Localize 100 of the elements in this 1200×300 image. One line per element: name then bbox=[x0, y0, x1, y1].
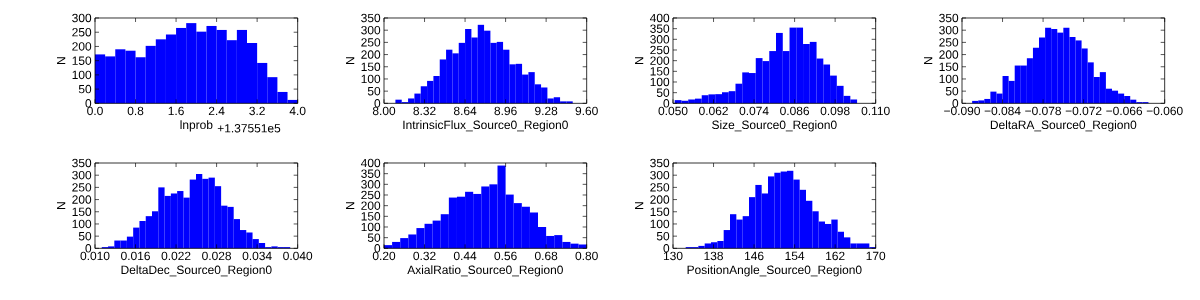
y-tick-label: 350 bbox=[939, 13, 959, 23]
y-tick-label: 0 bbox=[952, 99, 959, 108]
y-tick-label: 300 bbox=[939, 25, 959, 35]
x-tick-label: 0.022 bbox=[161, 251, 191, 261]
x-tick-label: 0.016 bbox=[121, 251, 150, 261]
x-tick-label: 4.0 bbox=[289, 106, 306, 116]
y-tick-label: 200 bbox=[650, 56, 670, 65]
y-tick-label: 50 bbox=[945, 86, 959, 96]
y-tick-label: 300 bbox=[72, 170, 92, 180]
x-tick-label: 3.2 bbox=[249, 106, 265, 116]
y-tick-label: 150 bbox=[72, 207, 92, 216]
x-tick-label: 0.110 bbox=[861, 106, 890, 116]
y-tick-label: 200 bbox=[72, 42, 92, 51]
y-tick-label: 50 bbox=[656, 231, 670, 241]
x-axis-title: DeltaRA_Source0_Region0 bbox=[990, 120, 1137, 132]
x-tick-label: −0.066 bbox=[1106, 106, 1143, 116]
y-tick-label: 50 bbox=[367, 233, 381, 242]
y-tick-label: 150 bbox=[361, 212, 381, 221]
y-tick-label: 50 bbox=[367, 86, 381, 96]
y-tick-label: 350 bbox=[650, 158, 670, 168]
x-tick-label: 9.28 bbox=[535, 106, 558, 116]
x-tick-label: 0.010 bbox=[80, 251, 110, 261]
x-tick-label: 8.64 bbox=[453, 106, 477, 116]
x-tick-label: 146 bbox=[745, 251, 764, 261]
x-tick-label: 8.32 bbox=[413, 106, 436, 116]
x-tick-label: 0.062 bbox=[699, 106, 728, 116]
y-axis-title: N bbox=[346, 57, 355, 64]
x-axis-title: AxialRatio_Source0_Region0 bbox=[407, 265, 563, 277]
x-tick-label: 0.20 bbox=[372, 251, 396, 261]
y-tick-label: 0 bbox=[85, 244, 92, 253]
y-tick-label: 150 bbox=[72, 56, 92, 65]
y-axis-title: N bbox=[57, 57, 66, 64]
y-tick-label: 300 bbox=[650, 170, 670, 180]
x-axis-title: IntrinsicFlux_Source0_Region0 bbox=[403, 120, 568, 132]
y-tick-label: 0 bbox=[374, 99, 381, 108]
y-tick-label: 0 bbox=[85, 99, 92, 108]
y-tick-label: 350 bbox=[72, 158, 92, 168]
y-tick-label: 200 bbox=[650, 195, 670, 204]
y-tick-label: 300 bbox=[361, 25, 381, 35]
y-tick-label: 200 bbox=[939, 50, 959, 59]
y-tick-label: 50 bbox=[78, 84, 92, 94]
y-tick-label: 300 bbox=[72, 13, 92, 23]
x-tick-label: 9.60 bbox=[575, 106, 598, 116]
y-axis-title: N bbox=[346, 202, 355, 209]
y-tick-label: 250 bbox=[939, 38, 959, 47]
y-tick-label: 0 bbox=[374, 244, 381, 253]
x-axis-title: DeltaDec_Source0_Region0 bbox=[121, 265, 272, 277]
text: +1.37551e5 bbox=[217, 124, 281, 133]
y-tick-label: 400 bbox=[360, 158, 381, 168]
y-tick-label: 100 bbox=[72, 219, 92, 229]
x-tick-label: 138 bbox=[704, 251, 723, 261]
y-tick-label: 100 bbox=[72, 70, 92, 80]
x-tick-label: 1.6 bbox=[168, 106, 184, 116]
y-tick-label: 250 bbox=[361, 190, 381, 200]
y-tick-label: 150 bbox=[650, 207, 670, 216]
y-tick-label: 100 bbox=[939, 74, 959, 84]
x-tick-label: 0.68 bbox=[534, 251, 558, 261]
x-tick-label: −0.090 bbox=[944, 106, 980, 116]
y-tick-label: 200 bbox=[361, 50, 381, 59]
x-tick-label: 0.098 bbox=[820, 106, 850, 116]
y-axis-title: N bbox=[924, 57, 933, 64]
x-axis-title: lnprob bbox=[180, 120, 213, 132]
y-tick-label: 200 bbox=[72, 195, 92, 204]
y-tick-label: 150 bbox=[939, 62, 959, 71]
x-tick-label: 0.0 bbox=[87, 106, 103, 116]
x-tick-label: 170 bbox=[866, 251, 886, 261]
y-tick-label: 100 bbox=[361, 74, 381, 84]
x-tick-label: −0.078 bbox=[1025, 106, 1061, 116]
x-tick-label: −0.084 bbox=[984, 106, 1021, 116]
y-tick-label: 0 bbox=[663, 244, 670, 253]
y-tick-label: 350 bbox=[361, 169, 381, 178]
x-tick-label: 2.4 bbox=[208, 106, 225, 116]
y-tick-label: 100 bbox=[650, 219, 670, 229]
y-tick-label: 250 bbox=[72, 183, 92, 192]
x-tick-label: 0.040 bbox=[283, 251, 313, 261]
x-tick-label: 0.050 bbox=[658, 106, 688, 116]
y-tick-label: 150 bbox=[650, 67, 670, 76]
y-tick-label: 0 bbox=[663, 99, 670, 108]
y-tick-label: 100 bbox=[650, 77, 670, 87]
y-tick-label: 150 bbox=[361, 62, 381, 71]
y-tick-label: 400 bbox=[649, 13, 670, 23]
x-tick-label: 8.96 bbox=[494, 106, 517, 116]
x-tick-label: 0.80 bbox=[575, 251, 598, 261]
y-tick-label: 50 bbox=[78, 231, 92, 241]
x-tick-label: 0.086 bbox=[780, 106, 810, 116]
x-axis-title: Size_Source0_Region0 bbox=[712, 120, 837, 132]
x-tick-label: 130 bbox=[663, 251, 683, 261]
y-tick-label: 350 bbox=[361, 13, 381, 23]
x-tick-label: 0.8 bbox=[127, 106, 144, 116]
x-axis-title: PositionAngle_Source0_Region0 bbox=[687, 265, 862, 277]
x-tick-label: 0.028 bbox=[202, 251, 232, 261]
x-tick-label: −0.060 bbox=[1146, 106, 1183, 116]
y-tick-label: 300 bbox=[650, 35, 670, 44]
y-tick-label: 250 bbox=[361, 38, 381, 47]
y-tick-label: 250 bbox=[650, 45, 670, 55]
y-tick-label: 350 bbox=[650, 24, 670, 33]
y-tick-label: 50 bbox=[656, 88, 670, 97]
x-tick-label: 0.44 bbox=[453, 251, 477, 261]
y-tick-label: 250 bbox=[650, 183, 670, 192]
x-tick-label: −0.072 bbox=[1065, 106, 1102, 116]
